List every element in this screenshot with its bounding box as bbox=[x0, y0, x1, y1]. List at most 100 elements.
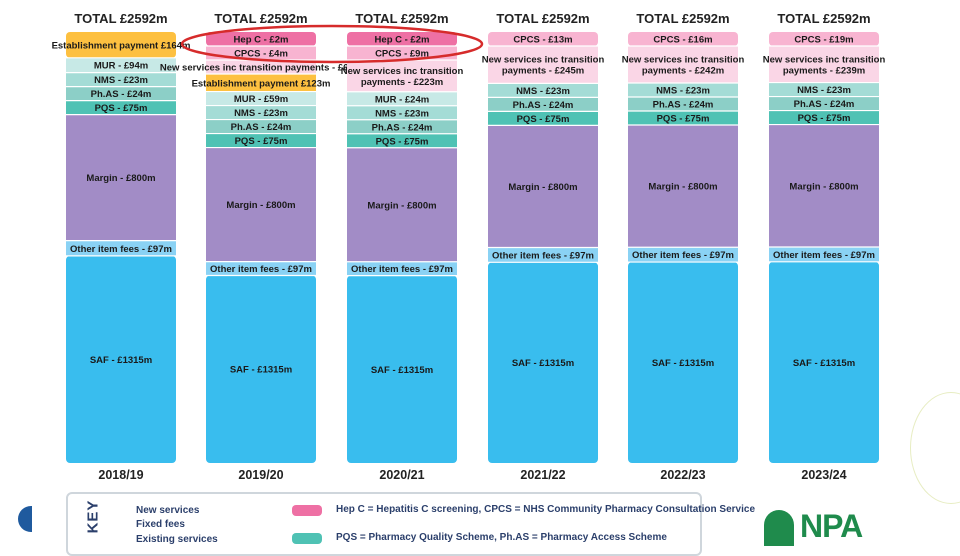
column-total-label: TOTAL £2592m bbox=[355, 11, 448, 26]
bar-segment-label: Establishment payment £164m bbox=[52, 40, 191, 51]
bar-segment-label: SAF - £1315m bbox=[230, 365, 292, 376]
bar-segment bbox=[347, 105, 457, 120]
bar-segment bbox=[347, 261, 457, 276]
bar-segment-label: NMS - £23m bbox=[375, 108, 429, 119]
legend-swatch-existing-services bbox=[292, 533, 322, 544]
bar-segment-label: New services inc transition payments - £2… bbox=[341, 66, 464, 88]
bar-segment-label: PQS - £75m bbox=[235, 136, 288, 147]
x-tick-label: 2020/21 bbox=[379, 468, 424, 482]
bar-segment bbox=[488, 32, 598, 46]
bar-segment bbox=[769, 246, 879, 262]
bar-segment-label: Margin - £800m bbox=[508, 182, 577, 193]
bar-segment bbox=[66, 240, 176, 256]
bar-segment-label: New services inc transition payments - £2… bbox=[622, 54, 745, 76]
column-total-label: TOTAL £2592m bbox=[74, 11, 167, 26]
bar-segment-label: PQS - £75m bbox=[376, 136, 429, 147]
bar-segment bbox=[347, 133, 457, 148]
bar-segment-label: CPCS - £16m bbox=[653, 35, 712, 46]
bar-segment-label: SAF - £1315m bbox=[512, 358, 574, 369]
bar-segment-label: Margin - £800m bbox=[226, 200, 295, 211]
bar-segment-label: SAF - £1315m bbox=[371, 365, 433, 376]
bar-segment-label: MUR - £24m bbox=[375, 94, 429, 105]
column-2023-24: TOTAL £2592m CPCS - £19m New services inc … bbox=[763, 11, 886, 482]
bar-segment bbox=[347, 275, 457, 463]
bar-segment bbox=[206, 261, 316, 276]
bar-segment bbox=[769, 261, 879, 463]
bar-segment bbox=[769, 110, 879, 125]
column-total-label: TOTAL £2592m bbox=[496, 11, 589, 26]
bar-segment bbox=[488, 97, 598, 112]
bar-segment-label: Other item fees - £97m bbox=[210, 264, 312, 275]
bar-segment bbox=[206, 32, 316, 46]
legend-entry-fixed-fees: Fixed fees bbox=[136, 518, 224, 531]
bar-segment-label: NMS - £23m bbox=[797, 85, 851, 96]
bar-segment bbox=[628, 82, 738, 97]
bar-segment-label: CPCS - £4m bbox=[234, 49, 288, 60]
bar-segment-label: CPCS - £19m bbox=[794, 35, 853, 46]
bar-segment-label: SAF - £1315m bbox=[793, 358, 855, 369]
bar-segment-label: Ph.AS - £24m bbox=[91, 89, 152, 100]
bar-segment-label: Ph.AS - £24m bbox=[372, 122, 433, 133]
x-tick-label: 2019/20 bbox=[238, 468, 283, 482]
x-tick-label: 2022/23 bbox=[660, 468, 705, 482]
bar-segment-label: New services inc transition payments - £2… bbox=[763, 54, 886, 76]
legend-description: Hep C = Hepatitis C screening, CPCS = NH… bbox=[336, 504, 755, 515]
bar-segment bbox=[206, 91, 316, 106]
x-tick-label: 2023/24 bbox=[801, 468, 846, 482]
bar-segment-label: Ph.AS - £24m bbox=[513, 100, 574, 111]
bar-segment-label: SAF - £1315m bbox=[652, 358, 714, 369]
bar-segment bbox=[347, 32, 457, 46]
column-2019-20: TOTAL £2592m Hep C - £2m CPCS - £4m New ser… bbox=[160, 11, 362, 482]
bar-segment-label: Other item fees - £97m bbox=[492, 250, 594, 261]
bar-segment bbox=[488, 83, 598, 98]
bar-segment-label: Hep C - £2m bbox=[375, 35, 430, 46]
column-total-label: TOTAL £2592m bbox=[636, 11, 729, 26]
bar-segment-label: NMS - £23m bbox=[516, 86, 570, 97]
bar-segment-label: MUR - £94m bbox=[94, 61, 148, 72]
bar-segment-label: NMS - £23m bbox=[94, 75, 148, 86]
bar-segment bbox=[206, 275, 316, 463]
bar-segment bbox=[628, 247, 738, 263]
bar-segment bbox=[66, 57, 176, 73]
highlight-ellipse bbox=[180, 24, 484, 64]
column-2020-21: TOTAL £2592m Hep C - £2m CPCS - £9m New ser… bbox=[341, 11, 464, 482]
bar-segment bbox=[488, 46, 598, 84]
bar-segment-label: Hep C - £2m bbox=[234, 35, 289, 46]
x-tick-label: 2021/22 bbox=[520, 468, 565, 482]
bar-segment bbox=[488, 125, 598, 248]
bar-segment-label: New services inc transition payments - £2… bbox=[482, 55, 605, 77]
bar-segment bbox=[347, 147, 457, 262]
bar-segment bbox=[347, 119, 457, 134]
bar-segment bbox=[628, 96, 738, 111]
npa-logo-icon bbox=[764, 510, 794, 546]
legend-entry-label: Fixed fees bbox=[136, 519, 185, 530]
bar-segment-label: Ph.AS - £24m bbox=[231, 122, 292, 133]
bar-segment bbox=[347, 91, 457, 106]
bar-segment bbox=[206, 105, 316, 120]
bar-segment bbox=[488, 247, 598, 263]
bar-segment bbox=[488, 262, 598, 463]
bar-segment bbox=[66, 100, 176, 115]
bar-segment bbox=[66, 72, 176, 87]
bar-segment-label: NMS - £23m bbox=[234, 108, 288, 119]
bar-segment bbox=[628, 124, 738, 248]
bar-segment bbox=[66, 114, 176, 241]
legend-title: KEY bbox=[84, 499, 102, 534]
column-2021-22: TOTAL £2592m CPCS - £13m New services inc … bbox=[482, 11, 605, 482]
legend-entry-new-services: New services bbox=[136, 504, 224, 517]
bar-segment bbox=[206, 74, 316, 92]
bar-segment-label: Margin - £800m bbox=[648, 182, 717, 193]
bar-segment bbox=[66, 255, 176, 463]
bar-segment bbox=[206, 119, 316, 134]
bar-segment-label: PQS - £75m bbox=[95, 103, 148, 114]
bar-segment-label: Other item fees - £97m bbox=[773, 250, 875, 261]
legend-swatch-new-services bbox=[292, 505, 322, 516]
bar-segment bbox=[66, 32, 176, 58]
bar-segment bbox=[628, 110, 738, 125]
bar-segment-label: PQS - £75m bbox=[517, 114, 570, 125]
legend-entry-label: New services bbox=[136, 505, 200, 516]
bar-segment-label: CPCS - £9m bbox=[375, 49, 429, 60]
column-2022-23: TOTAL £2592m CPCS - £16m New services inc … bbox=[622, 11, 745, 482]
bar-segment-label: Other item fees - £97m bbox=[70, 244, 172, 255]
bar-segment-label: CPCS - £13m bbox=[513, 35, 572, 46]
